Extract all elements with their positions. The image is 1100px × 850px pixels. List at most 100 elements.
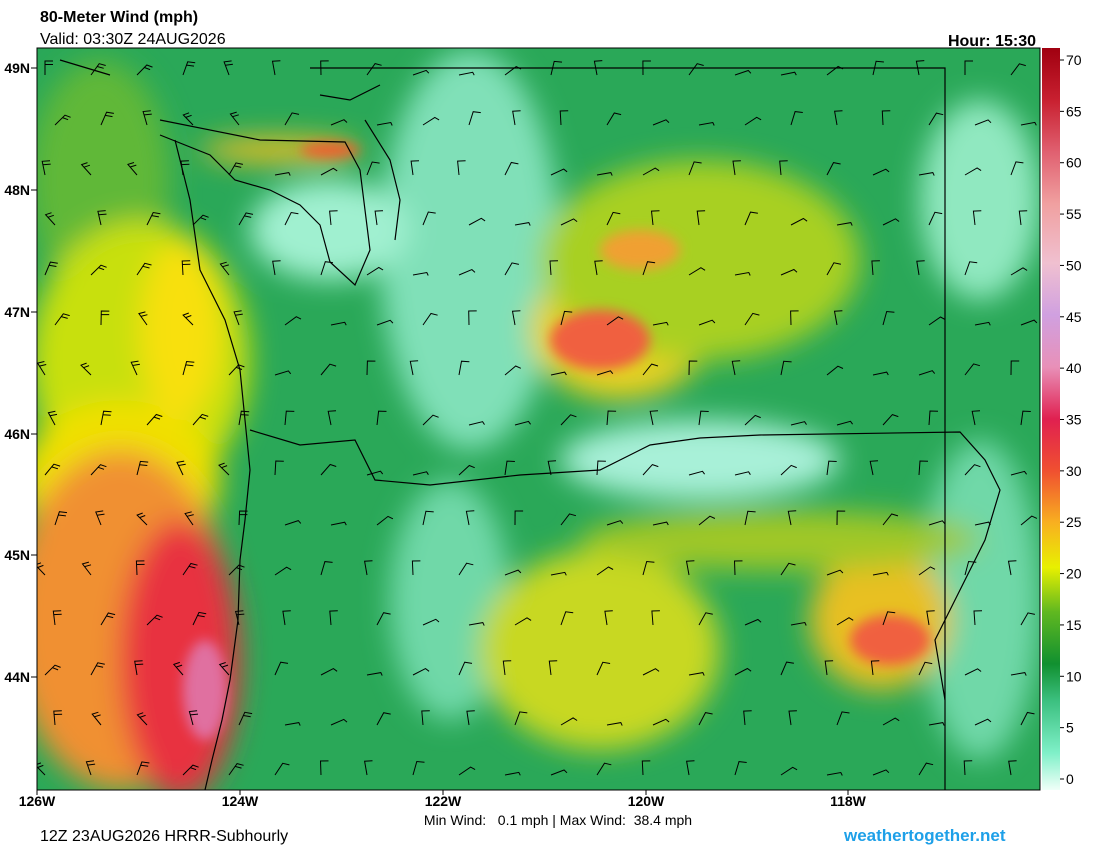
wind-barb <box>136 262 152 276</box>
wind-barb <box>284 316 302 326</box>
wind-barb <box>100 612 116 626</box>
wind-barb <box>1020 319 1038 326</box>
wind-barb <box>826 460 837 476</box>
wind-barb <box>274 762 290 776</box>
wind-barb <box>790 310 799 326</box>
wind-barb <box>274 460 284 476</box>
wind-barb <box>650 210 660 226</box>
wind-barb <box>329 610 338 626</box>
wind-barb <box>422 414 439 426</box>
wind-barb <box>134 660 144 676</box>
wind-barb <box>376 612 391 626</box>
lat-label: 49N <box>4 60 30 76</box>
wind-barb <box>698 515 716 526</box>
wind-barb <box>181 260 191 276</box>
wind-barb <box>172 661 184 676</box>
colorbar-label: 55 <box>1066 206 1082 222</box>
wind-barb <box>366 672 383 676</box>
wind-barb <box>918 762 934 776</box>
wind-barb <box>182 112 194 126</box>
lat-label: 47N <box>4 304 30 320</box>
wind-barb <box>85 760 96 776</box>
wind-barb <box>422 312 438 326</box>
colorbar-label: 70 <box>1066 52 1082 68</box>
wind-barb <box>596 370 614 376</box>
wind-barb <box>54 114 71 126</box>
wind-barb <box>744 312 760 326</box>
wind-barb <box>421 710 430 726</box>
wind-barb <box>787 510 797 526</box>
wind-barb <box>780 562 796 576</box>
wind-barb <box>272 260 281 276</box>
wind-barb <box>468 310 477 326</box>
wind-barb <box>734 471 751 476</box>
wind-barb <box>641 760 651 776</box>
wind-barb <box>560 310 573 326</box>
wind-barb <box>320 463 337 476</box>
wind-barb <box>182 312 194 326</box>
wind-barb <box>182 61 196 76</box>
wind-barb <box>790 217 808 226</box>
valid-time: Valid: 03:30Z 24AUG2026 <box>40 31 226 48</box>
wind-barb <box>928 722 945 726</box>
wind-barb <box>182 360 195 376</box>
wind-barb <box>176 460 186 476</box>
wind-barb <box>228 162 244 176</box>
wind-barb <box>146 614 163 626</box>
wind-barb <box>596 566 614 576</box>
wind-barb <box>374 210 384 226</box>
colorbar-label: 40 <box>1066 360 1082 376</box>
wind-barb <box>320 668 338 676</box>
wind-barb <box>836 420 854 426</box>
wind-barb <box>964 167 982 176</box>
wind-barb <box>100 310 110 326</box>
wind-barb <box>826 771 843 776</box>
wind-barb <box>284 722 301 726</box>
wind-barb <box>466 710 475 726</box>
wind-barb <box>90 264 107 276</box>
wind-barb <box>37 361 47 376</box>
wind-barb <box>1008 760 1017 776</box>
wind-barb <box>514 617 532 626</box>
wind-barb <box>652 521 669 526</box>
wind-barb <box>192 611 207 626</box>
wind-barb <box>468 622 485 626</box>
wind-barb <box>376 410 387 426</box>
wind-barb <box>468 111 481 126</box>
wind-barb <box>606 520 624 526</box>
wind-barb <box>366 63 382 76</box>
wind-barb <box>560 414 577 426</box>
wind-barb <box>1010 267 1028 276</box>
wind-barb <box>90 464 107 476</box>
wind-barb <box>642 464 659 476</box>
wind-barb <box>1010 672 1027 676</box>
colorbar-label: 65 <box>1066 103 1082 119</box>
wind-barb <box>836 711 850 726</box>
wind-barb <box>1018 210 1028 226</box>
wind-barb <box>47 410 58 426</box>
wind-barb <box>80 362 92 376</box>
wind-barb <box>468 217 486 226</box>
wind-barb <box>412 271 429 276</box>
wind-barb <box>550 60 563 76</box>
wind-barb <box>465 510 475 526</box>
colorbar-label: 50 <box>1066 257 1082 273</box>
wind-barb <box>138 311 148 326</box>
wind-barb <box>685 560 695 576</box>
wind-barb <box>504 262 520 276</box>
wind-barb <box>918 370 936 376</box>
colorbar-label: 20 <box>1066 566 1082 582</box>
wind-barb <box>412 760 425 776</box>
wind-barb <box>649 410 659 426</box>
wind-barb <box>366 360 376 376</box>
wind-barb <box>192 413 209 426</box>
wind-barb <box>192 214 209 226</box>
wind-barb <box>327 410 337 426</box>
wind-barb <box>53 710 63 726</box>
wind-barb <box>698 319 716 326</box>
wind-barb <box>779 160 788 176</box>
wind-barb <box>182 764 199 776</box>
wind-barb <box>320 60 329 76</box>
wind-barb <box>928 520 946 526</box>
wind-barb <box>928 410 939 426</box>
